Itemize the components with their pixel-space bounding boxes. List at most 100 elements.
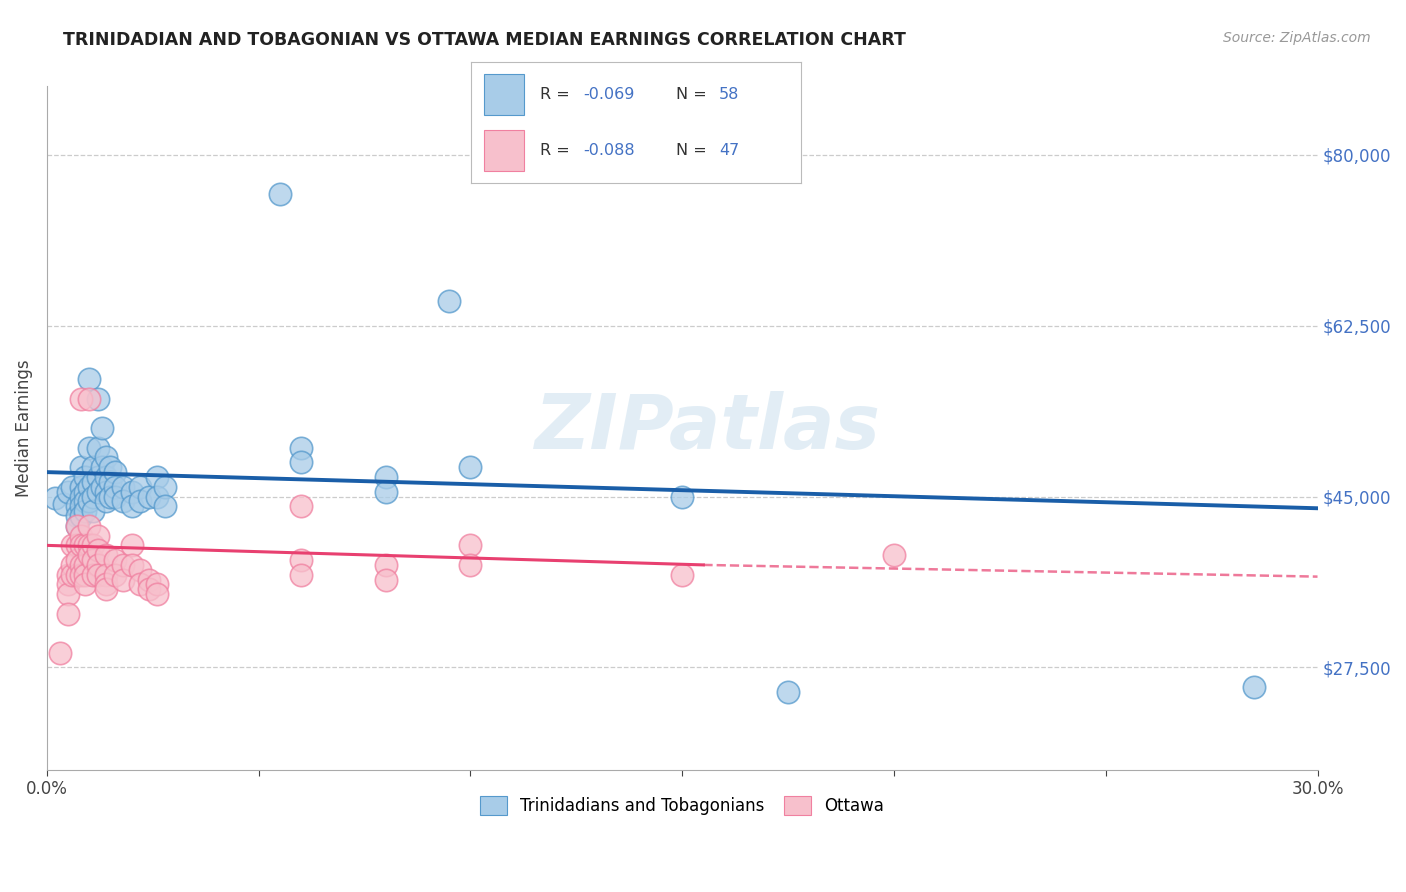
Point xyxy=(146,587,169,601)
Point xyxy=(56,607,79,621)
Point xyxy=(82,567,104,582)
Point xyxy=(96,484,118,499)
Point xyxy=(104,465,127,479)
Point xyxy=(121,484,143,499)
Text: 47: 47 xyxy=(718,143,740,158)
Point xyxy=(129,577,152,591)
Point xyxy=(73,558,96,572)
Point xyxy=(77,480,100,494)
Point xyxy=(112,573,135,587)
Point xyxy=(96,470,118,484)
Point xyxy=(82,475,104,489)
Point xyxy=(439,294,461,309)
Point xyxy=(60,558,83,572)
Point xyxy=(460,460,482,475)
Point xyxy=(86,484,108,499)
Text: Source: ZipAtlas.com: Source: ZipAtlas.com xyxy=(1223,31,1371,45)
Point xyxy=(65,500,87,514)
Point xyxy=(82,504,104,518)
Point xyxy=(86,470,108,484)
Point xyxy=(60,567,83,582)
Point xyxy=(56,484,79,499)
Text: -0.069: -0.069 xyxy=(583,87,634,103)
Point xyxy=(65,519,87,533)
Point xyxy=(91,421,114,435)
Point xyxy=(104,490,127,504)
Point xyxy=(56,567,79,582)
Point xyxy=(129,494,152,508)
Point xyxy=(73,567,96,582)
Point xyxy=(290,441,312,455)
Point xyxy=(65,519,87,533)
Point xyxy=(96,582,118,597)
Point xyxy=(82,490,104,504)
Text: R =: R = xyxy=(540,143,575,158)
Point xyxy=(77,494,100,508)
Point xyxy=(96,450,118,465)
Point xyxy=(69,392,91,406)
Point xyxy=(86,567,108,582)
Point xyxy=(77,548,100,562)
Point xyxy=(69,528,91,542)
Point xyxy=(69,558,91,572)
Text: R =: R = xyxy=(540,87,575,103)
Point xyxy=(77,441,100,455)
Point xyxy=(91,480,114,494)
Point xyxy=(374,558,396,572)
Point xyxy=(65,553,87,567)
Y-axis label: Median Earnings: Median Earnings xyxy=(15,359,32,497)
Point xyxy=(69,538,91,552)
Point xyxy=(96,548,118,562)
Point xyxy=(374,484,396,499)
Point xyxy=(96,494,118,508)
Point xyxy=(269,186,291,201)
Point xyxy=(121,558,143,572)
Point xyxy=(112,480,135,494)
Point xyxy=(82,538,104,552)
Point xyxy=(77,519,100,533)
Point xyxy=(96,567,118,582)
Point xyxy=(290,567,312,582)
Text: ZIPatlas: ZIPatlas xyxy=(534,392,880,466)
Point xyxy=(69,460,91,475)
FancyBboxPatch shape xyxy=(484,130,524,171)
Point xyxy=(69,509,91,524)
Point xyxy=(112,494,135,508)
Point xyxy=(60,538,83,552)
Point xyxy=(69,480,91,494)
Point xyxy=(138,582,160,597)
Point xyxy=(104,567,127,582)
Text: -0.088: -0.088 xyxy=(583,143,636,158)
Point xyxy=(112,558,135,572)
Point xyxy=(129,563,152,577)
Point xyxy=(77,392,100,406)
Point xyxy=(82,460,104,475)
Point xyxy=(91,460,114,475)
Point xyxy=(671,490,693,504)
Point xyxy=(96,577,118,591)
Point xyxy=(155,480,177,494)
Point xyxy=(65,567,87,582)
Point xyxy=(146,490,169,504)
Point xyxy=(65,538,87,552)
Point xyxy=(73,484,96,499)
Point xyxy=(73,538,96,552)
Text: 58: 58 xyxy=(718,87,740,103)
Point xyxy=(290,553,312,567)
Point xyxy=(104,553,127,567)
Point xyxy=(56,577,79,591)
Point xyxy=(121,538,143,552)
Point xyxy=(86,543,108,558)
Point xyxy=(86,558,108,572)
Point xyxy=(138,573,160,587)
Point xyxy=(104,480,127,494)
Point xyxy=(290,500,312,514)
Point xyxy=(778,685,800,699)
Point xyxy=(100,490,122,504)
Point xyxy=(86,392,108,406)
Point xyxy=(138,490,160,504)
Point xyxy=(374,573,396,587)
Point xyxy=(69,500,91,514)
Point xyxy=(1243,680,1265,694)
Point xyxy=(44,491,66,506)
